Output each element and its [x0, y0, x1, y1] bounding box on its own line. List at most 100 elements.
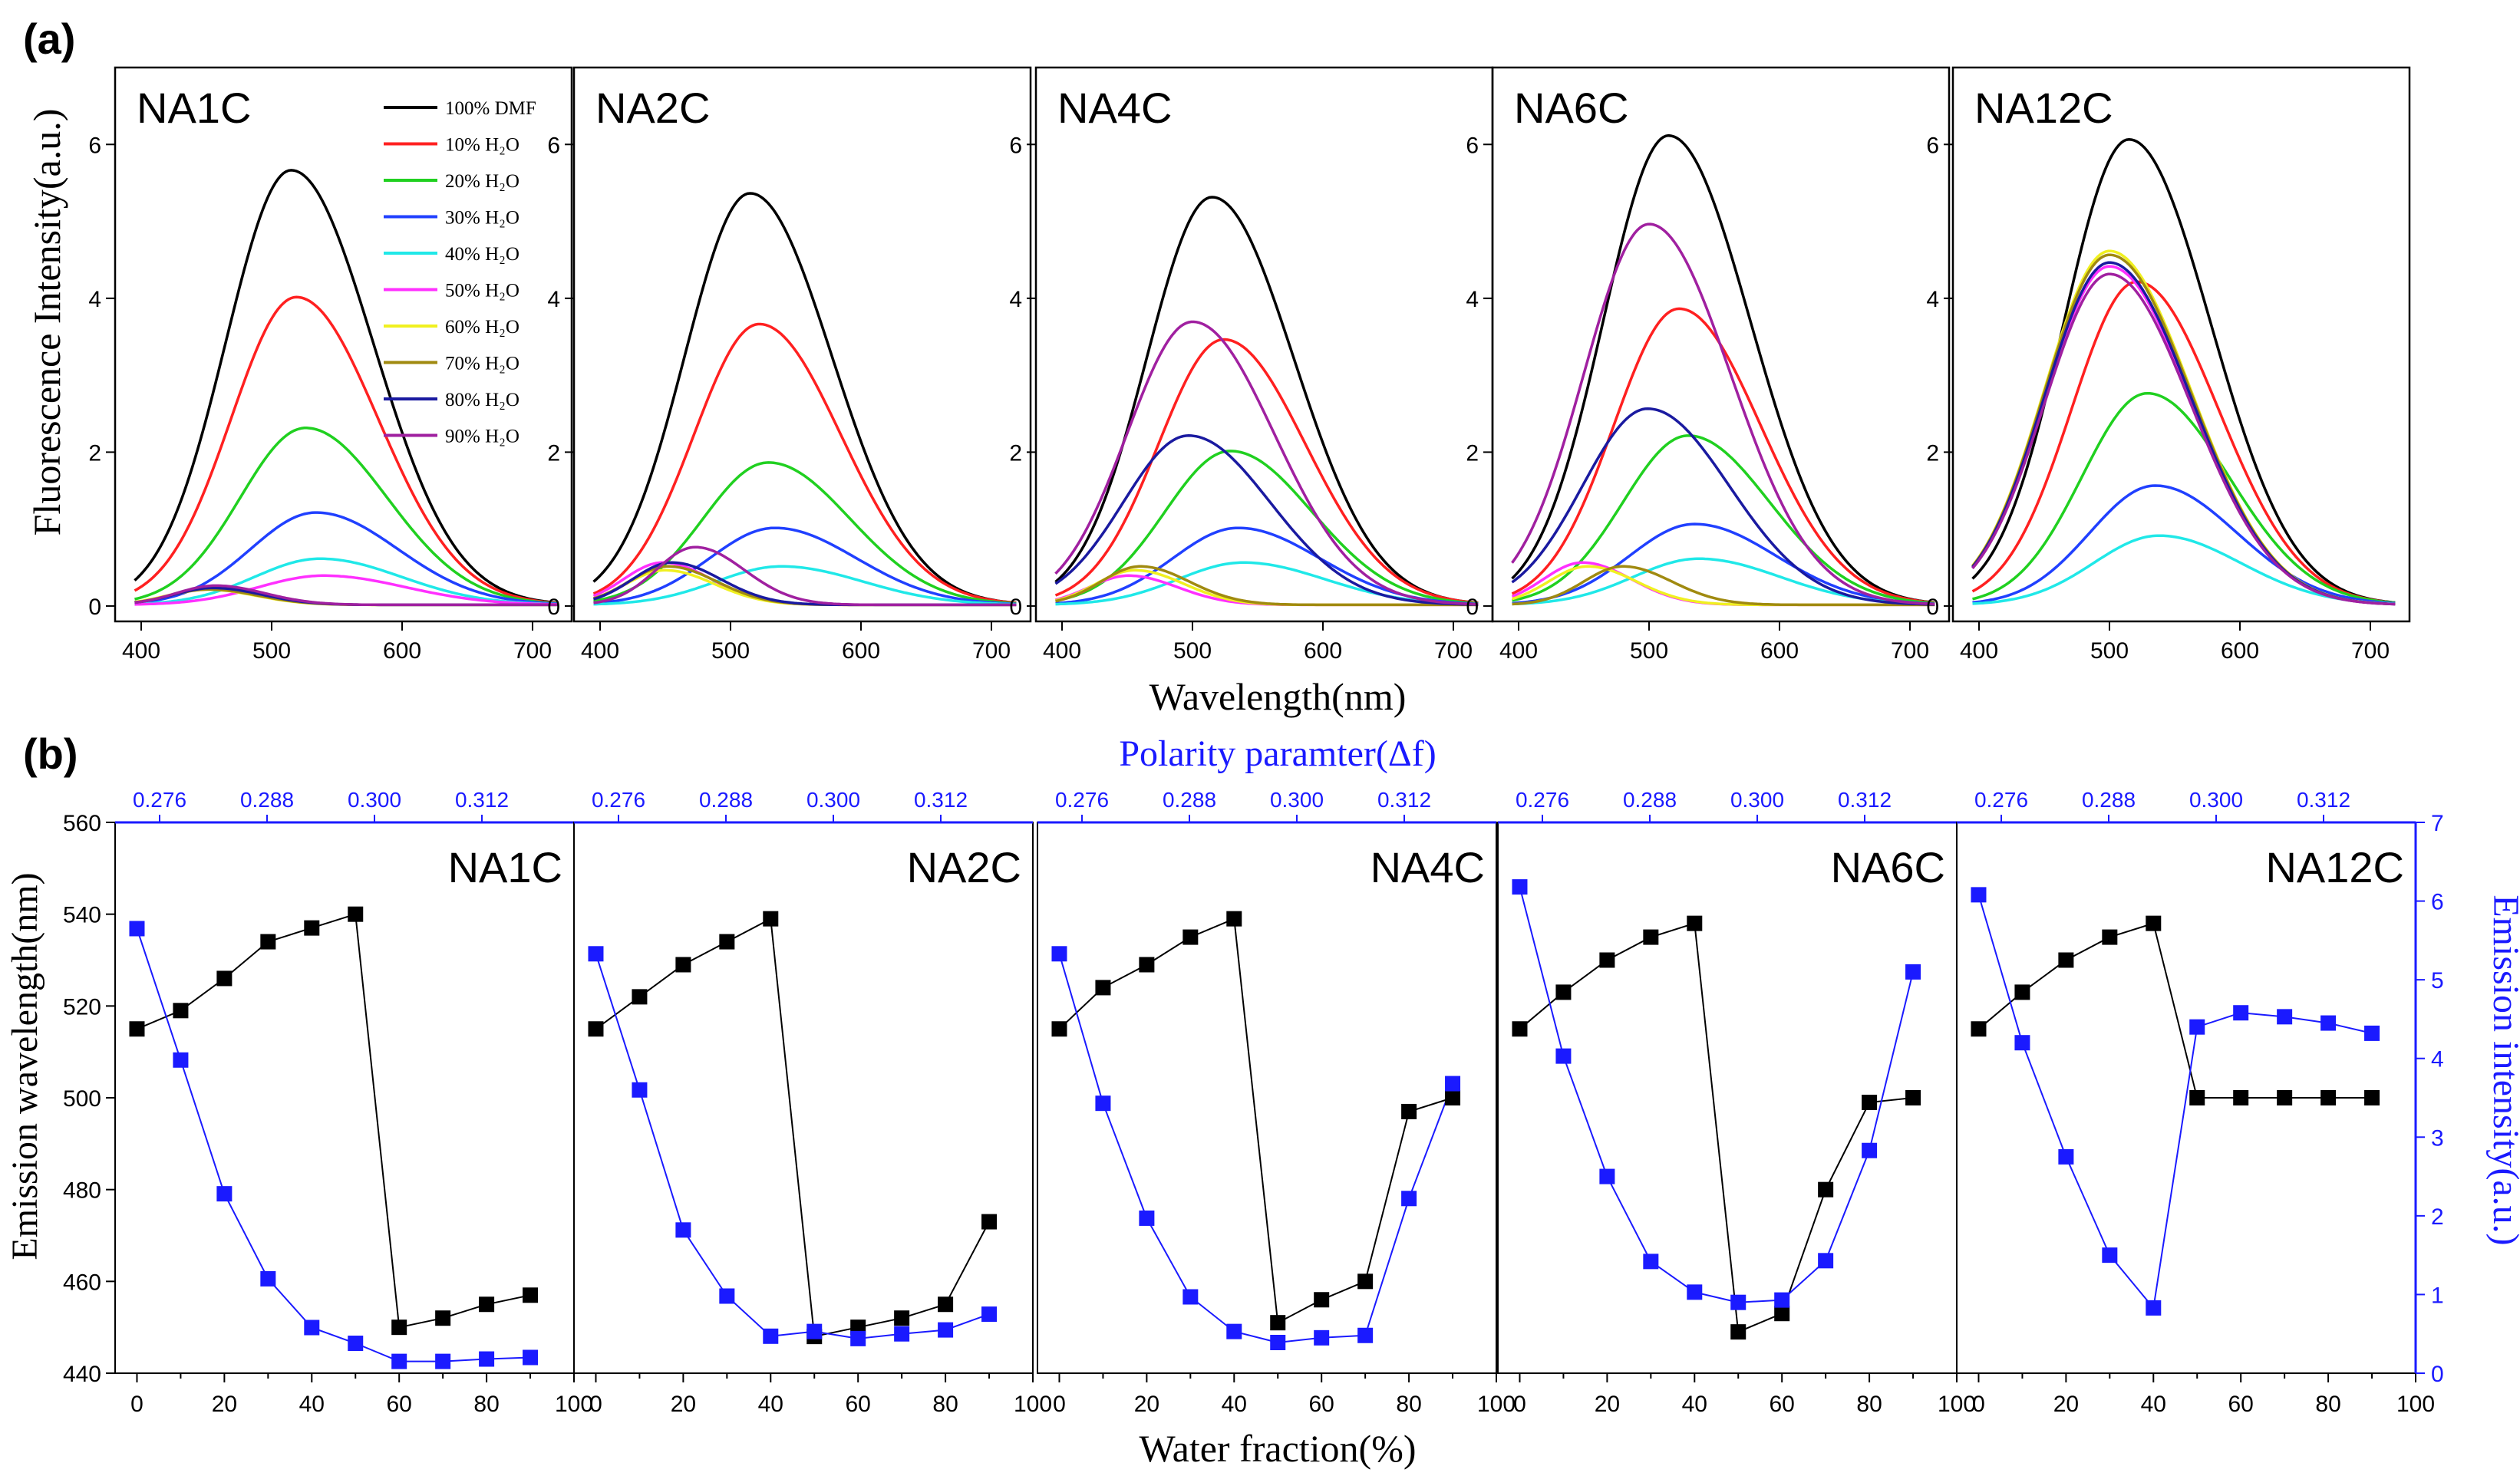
wavelength-point: [2320, 1090, 2337, 1105]
wavelength-point: [632, 989, 648, 1005]
wavelength-point: [479, 1296, 495, 1313]
intensity-point: [2189, 1019, 2205, 1035]
y-tick-label: 4: [547, 287, 560, 312]
top-x-tick-label: 0.276: [133, 788, 186, 812]
top-x-tick-label: 0.288: [240, 788, 294, 812]
top-x-tick-label: 0.288: [1623, 788, 1677, 812]
intensity-line-na6c: [1519, 886, 1914, 1303]
x-tick-label: 40: [758, 1392, 783, 1417]
wavelength-point: [1971, 1021, 1987, 1037]
b-top-xlabel: Polarity paramter(Δf): [1119, 733, 1436, 774]
b-xlabel: Water fraction(%): [1139, 1427, 1416, 1470]
x-tick-label: 80: [932, 1392, 958, 1417]
x-tick-label: 700: [1434, 638, 1473, 664]
y-tick-label: 560: [63, 811, 101, 836]
wavelength-point: [1643, 929, 1659, 945]
x-tick-label: 80: [473, 1392, 499, 1417]
spectrum-line-na6c: [1512, 434, 1935, 605]
y-tick-label: 440: [63, 1362, 101, 1387]
wavelength-point: [1401, 1103, 1417, 1119]
trend-title-na2c: NA2C: [907, 843, 1021, 891]
y2-tick-label: 1: [2431, 1283, 2444, 1308]
intensity-point: [2014, 1035, 2030, 1051]
wavelength-point: [981, 1214, 998, 1230]
x-tick-label: 60: [846, 1392, 871, 1417]
top-x-tick-label: 0.300: [348, 788, 401, 812]
wavelength-point: [1051, 1021, 1067, 1037]
y2-tick-label: 0: [2431, 1362, 2444, 1387]
wavelength-point: [2014, 984, 2030, 1000]
intensity-point: [894, 1326, 910, 1342]
wavelength-point: [1555, 984, 1572, 1000]
wavelength-point: [1774, 1306, 1790, 1322]
intensity-point: [2320, 1015, 2337, 1031]
x-tick-label: 0: [589, 1392, 602, 1417]
y-tick-label: 2: [547, 440, 560, 466]
intensity-point: [479, 1351, 495, 1367]
y2-tick-label: 2: [2431, 1204, 2444, 1230]
spectrum-line-na2c: [593, 545, 1017, 607]
x-tick-label: 600: [1760, 638, 1799, 664]
intensity-line-na4c: [1058, 954, 1453, 1344]
wavelength-point: [763, 911, 779, 927]
spectra-title-na1c: NA1C: [137, 84, 251, 132]
top-x-tick-label: 0.312: [1377, 788, 1431, 812]
y-tick-label: 520: [63, 994, 101, 1020]
spectrum-line-na1c: [134, 574, 558, 606]
intensity-point: [1445, 1076, 1461, 1092]
intensity-point: [1226, 1323, 1242, 1339]
x-tick-label: 700: [513, 638, 552, 664]
intensity-point: [1818, 1253, 1834, 1269]
y-tick-label: 6: [1009, 133, 1022, 158]
spectrum-line-na12c: [1972, 391, 2396, 605]
wavelength-point: [719, 934, 735, 950]
top-x-tick-label: 0.312: [1838, 788, 1892, 812]
y-tick-label: 4: [1466, 287, 1479, 312]
spectrum-line-na4c: [1054, 434, 1479, 606]
intensity-point: [675, 1222, 691, 1238]
spectra-frame-na6c: [1491, 66, 1951, 623]
spectrum-line-na2c: [592, 192, 1017, 605]
wavelength-point: [173, 1003, 189, 1019]
intensity-point: [129, 921, 145, 937]
y-tick-label: 4: [88, 287, 101, 312]
intensity-point: [1357, 1327, 1374, 1343]
x-tick-label: 100: [1014, 1392, 1052, 1417]
wavelength-point: [1226, 911, 1242, 927]
x-tick-label: 500: [252, 638, 291, 664]
spectrum-line-na6c: [1511, 307, 1935, 605]
wavelength-line-na4c: [1058, 918, 1453, 1324]
x-tick-label: 60: [2228, 1392, 2254, 1417]
intensity-point: [632, 1082, 648, 1098]
x-tick-label: 0: [1972, 1392, 1985, 1417]
wavelength-point: [1445, 1090, 1461, 1105]
intensity-point: [523, 1349, 539, 1366]
x-tick-label: 40: [2141, 1392, 2166, 1417]
x-tick-label: 20: [212, 1392, 237, 1417]
wavelength-point: [938, 1296, 954, 1313]
intensity-point: [1095, 1095, 1111, 1112]
wavelength-point: [2189, 1090, 2205, 1105]
intensity-point: [719, 1288, 735, 1304]
x-tick-label: 400: [1960, 638, 1998, 664]
top-x-tick-label: 0.300: [2189, 788, 2243, 812]
spectrum-line-na4c: [1055, 565, 1479, 607]
spectrum-line-na12c: [1971, 280, 2396, 605]
trend-frame-na1c: [114, 822, 575, 1374]
spectra-frame-na2c: [572, 66, 1032, 623]
spectrum-line-na2c: [593, 565, 1017, 606]
wavelength-point: [1270, 1315, 1286, 1331]
spectrum-line-na6c: [1511, 133, 1935, 605]
x-tick-label: 700: [2351, 638, 2390, 664]
intensity-point: [1774, 1292, 1790, 1308]
intensity-point: [2277, 1009, 2293, 1025]
wavelength-point: [1095, 980, 1111, 996]
x-tick-label: 80: [2315, 1392, 2340, 1417]
legend-label: 30% H₂O: [445, 208, 520, 229]
x-tick-label: 500: [1173, 638, 1212, 664]
spectra-title-na6c: NA6C: [1514, 84, 1628, 132]
wavelength-point: [2277, 1090, 2293, 1105]
intensity-point: [1730, 1294, 1747, 1310]
